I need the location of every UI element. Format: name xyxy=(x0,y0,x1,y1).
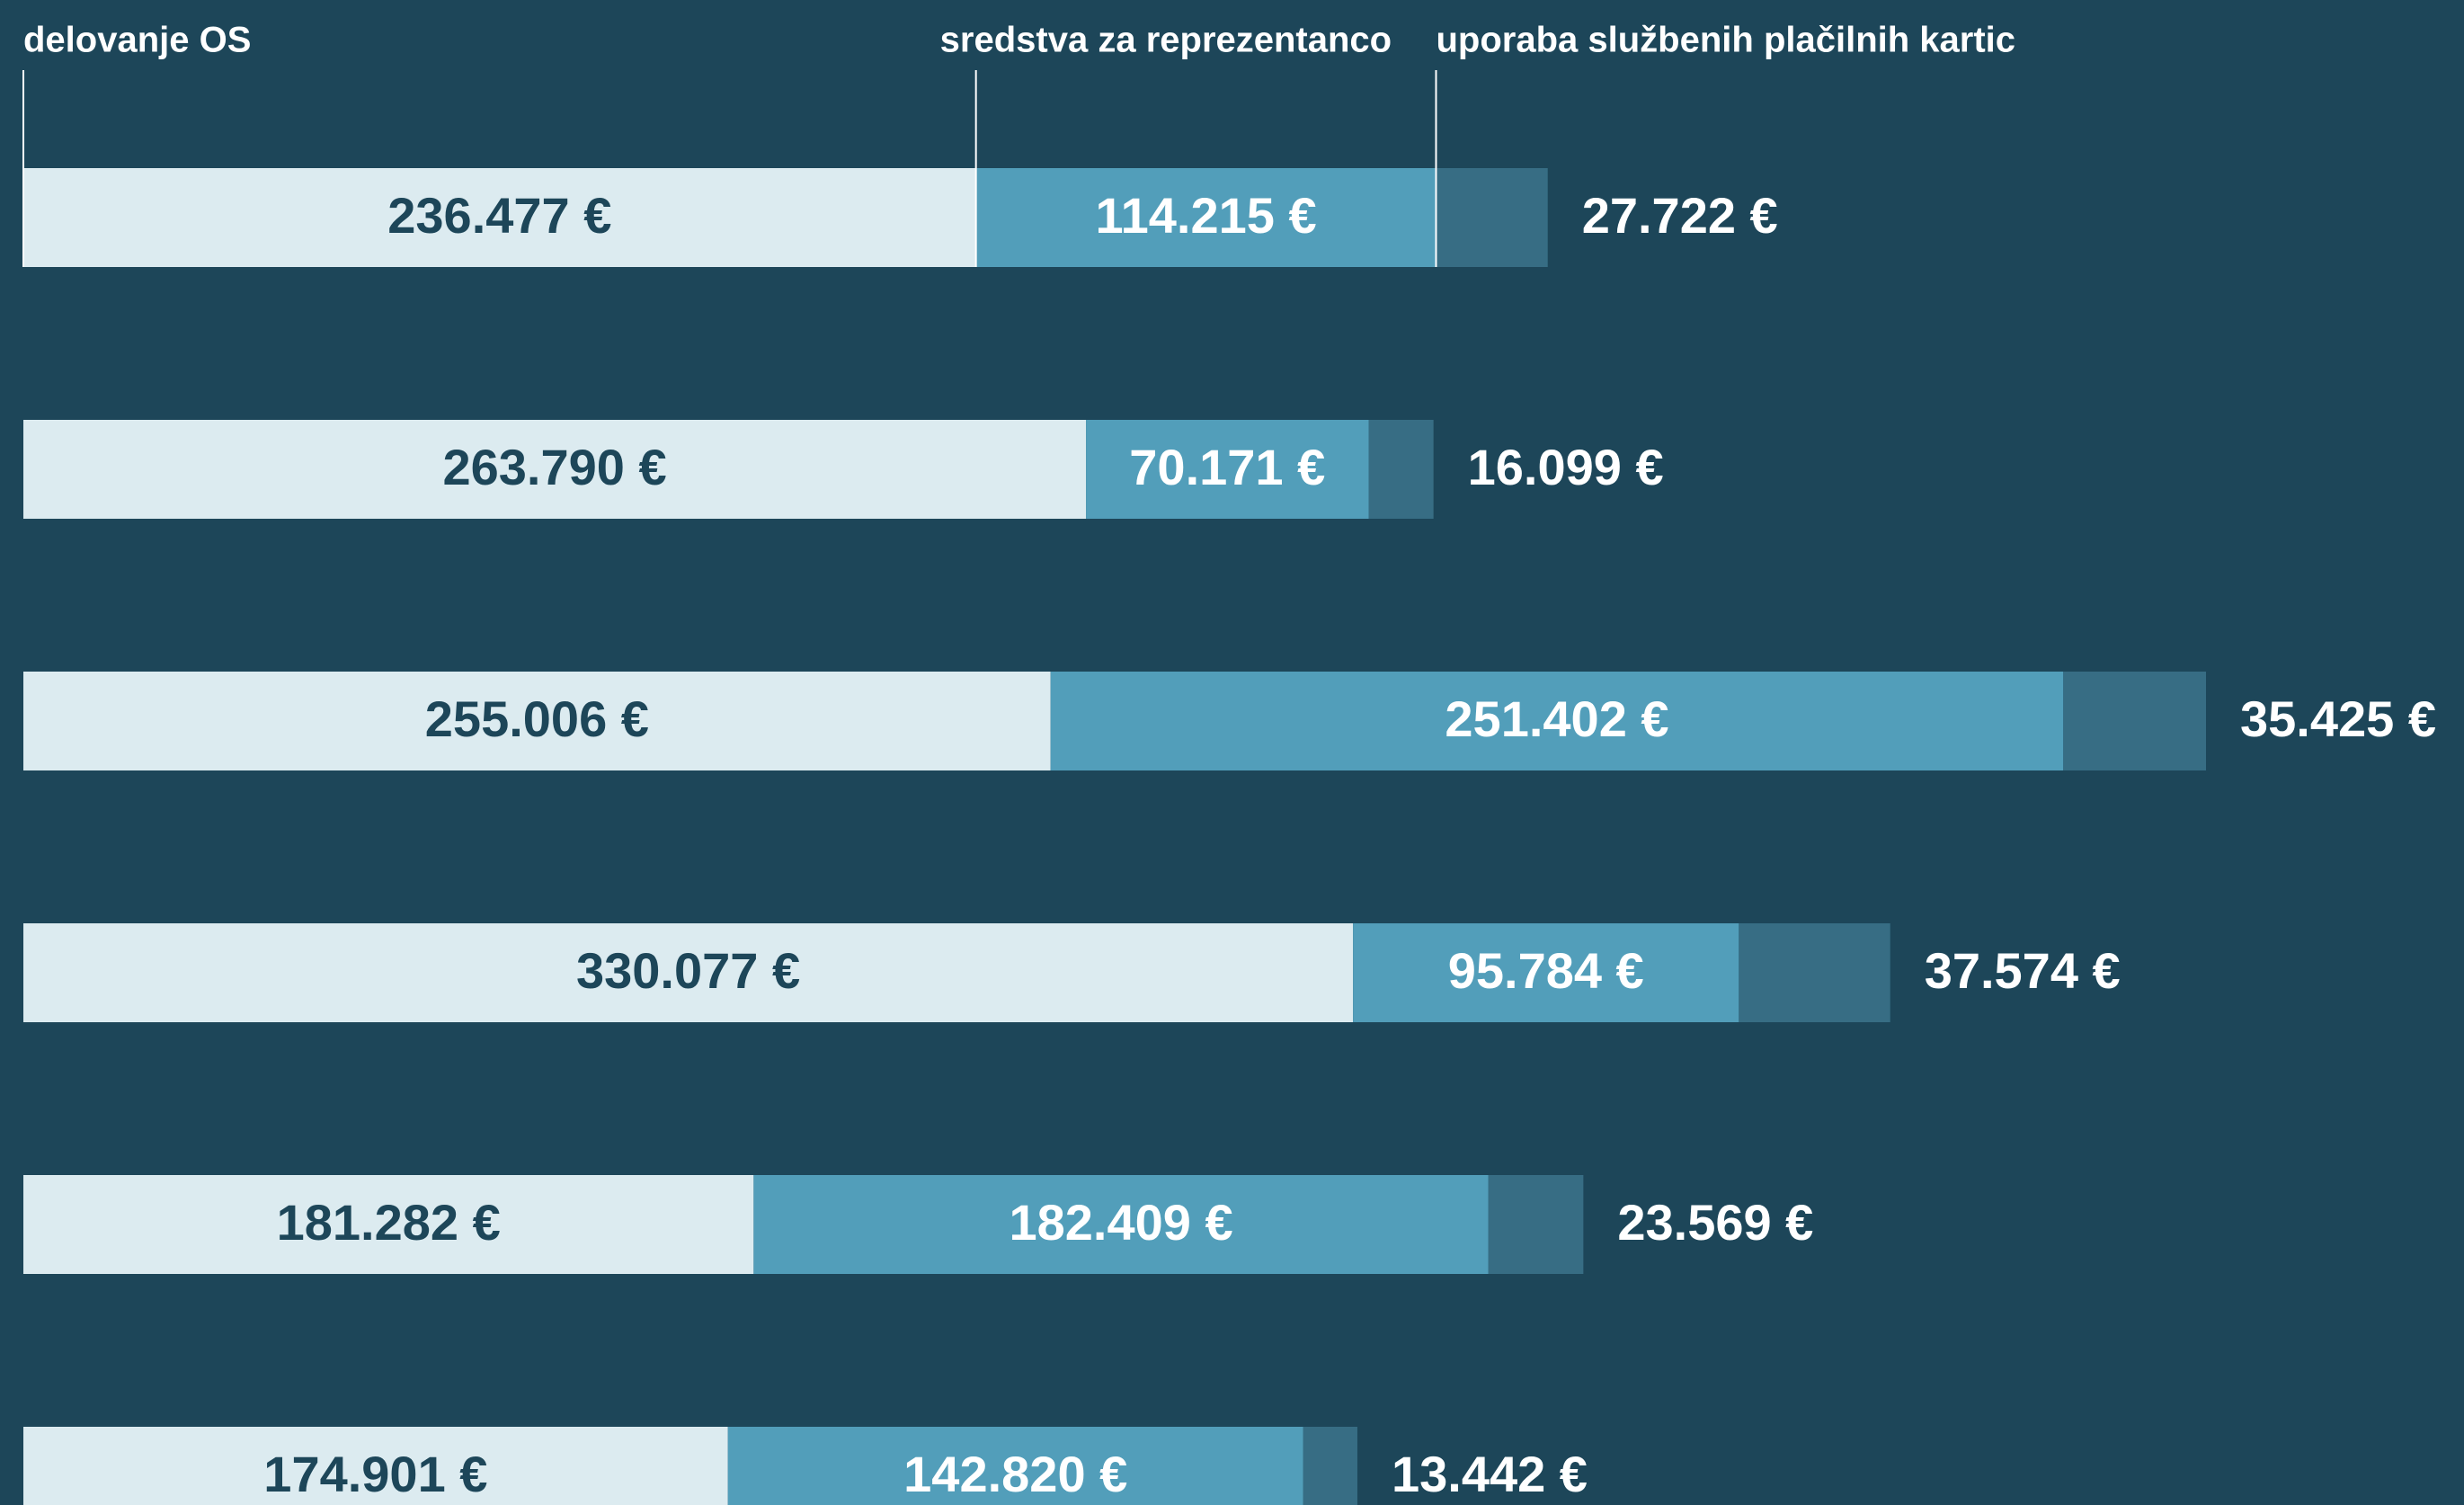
bar-segment xyxy=(1368,420,1434,519)
value-label: 181.282 € xyxy=(277,1194,501,1251)
bar-segment xyxy=(2063,672,2206,770)
value-label: 236.477 € xyxy=(387,187,611,244)
value-label: 263.790 € xyxy=(442,439,666,495)
bar-segment xyxy=(1086,420,1369,519)
bar-segment xyxy=(23,923,1354,1022)
bar-segment xyxy=(1303,1427,1357,1505)
bar-segment xyxy=(753,1175,1489,1274)
value-label: 174.901 € xyxy=(263,1446,487,1502)
bar-segment xyxy=(1050,672,2064,770)
legend-label: sredstva za reprezentanco xyxy=(940,21,1392,60)
legend-label: delovanje OS xyxy=(23,21,251,60)
bar-segment xyxy=(23,168,976,267)
value-label: 70.171 € xyxy=(1129,439,1325,495)
bar-segment xyxy=(23,1427,728,1505)
value-label: 16.099 € xyxy=(1468,439,1664,495)
legend-label: uporaba službenih plačilnih kartic xyxy=(1436,21,2015,60)
bar-segment xyxy=(975,168,1437,267)
value-label: 13.442 € xyxy=(1392,1446,1588,1502)
bar-segment xyxy=(23,672,1051,770)
value-label: 23.569 € xyxy=(1617,1194,1813,1251)
bar-segment xyxy=(727,1427,1303,1505)
value-label: 330.077 € xyxy=(576,942,800,999)
bar-segment xyxy=(1488,1175,1584,1274)
bar-segment xyxy=(23,1175,754,1274)
value-label: 37.574 € xyxy=(1925,942,2121,999)
bar-segment xyxy=(1739,923,1890,1022)
value-label: 255.006 € xyxy=(425,690,649,747)
value-label: 182.409 € xyxy=(1009,1194,1232,1251)
value-label: 114.215 € xyxy=(1096,187,1317,244)
bar-segment xyxy=(23,420,1087,519)
value-label: 251.402 € xyxy=(1445,690,1668,747)
bar-segment xyxy=(1353,923,1739,1022)
bar-segment xyxy=(1436,168,1548,267)
value-label: 142.820 € xyxy=(903,1446,1127,1502)
value-label: 27.722 € xyxy=(1582,187,1778,244)
value-label: 95.784 € xyxy=(1448,942,1644,999)
value-label: 35.425 € xyxy=(2240,690,2436,747)
